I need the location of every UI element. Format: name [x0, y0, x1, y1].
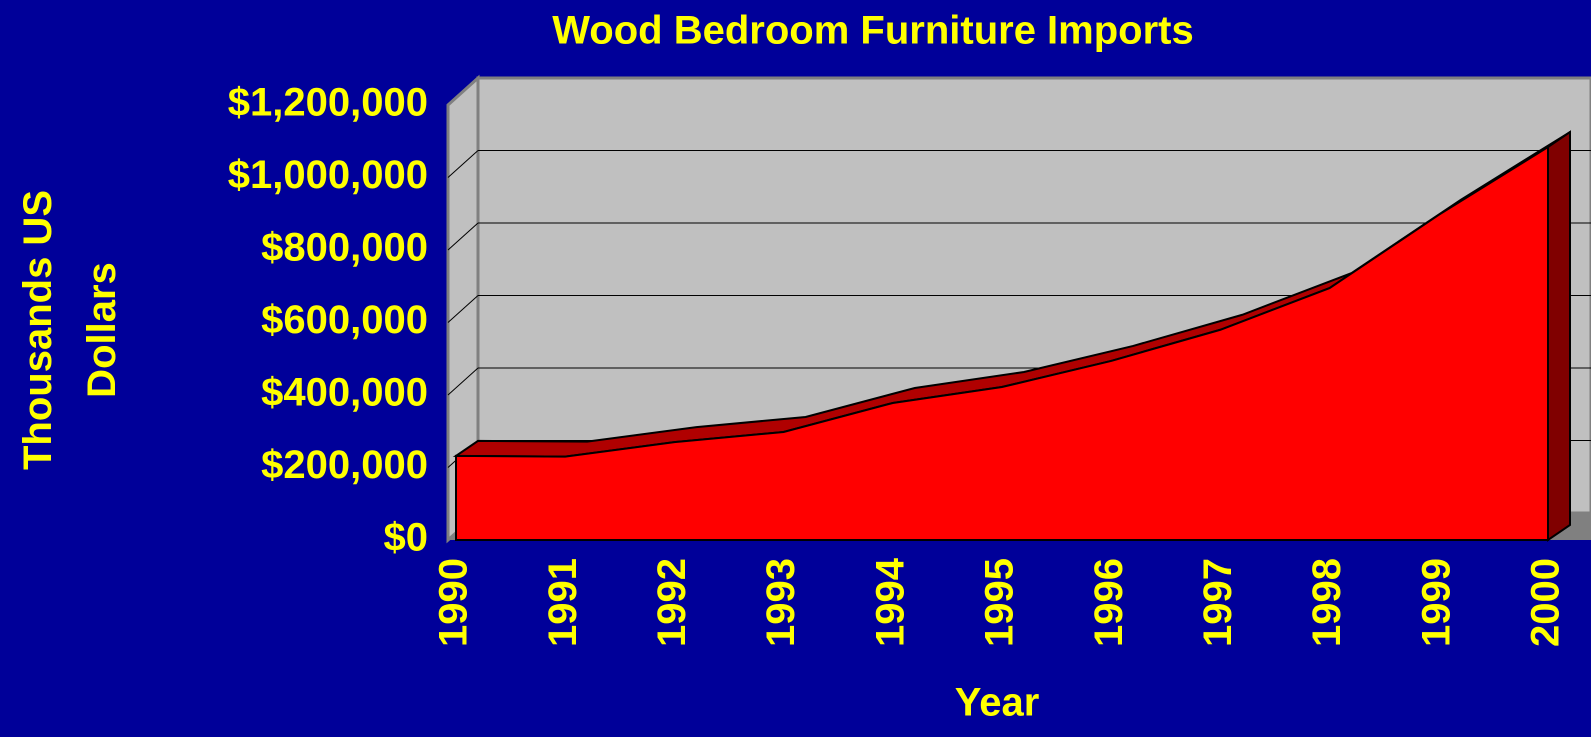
area [455, 145, 1549, 541]
y-tick-label: $400,000 [261, 371, 428, 415]
x-tick-label: 1990 [432, 558, 476, 647]
area-end [1547, 130, 1571, 542]
x-tick-label: 1999 [1414, 558, 1458, 647]
grid-line-side [447, 150, 479, 178]
x-tick-label: 1991 [541, 558, 585, 647]
y-tick-label: $600,000 [261, 298, 428, 342]
x-tick-label: 1996 [1087, 558, 1131, 647]
x-axis-title: Year [955, 681, 1040, 725]
y-axis-title: Thousands US Dollars [16, 189, 124, 471]
chart-title: Wood Bedroom Furniture Imports [552, 9, 1193, 53]
x-tick-label: 1995 [978, 558, 1022, 647]
grid-line-side [447, 295, 479, 323]
x-tick-label: 1997 [1196, 558, 1240, 647]
y-tick-label: $200,000 [261, 443, 428, 487]
x-tick-label: 1994 [868, 557, 912, 647]
x-tick-label: 2000 [1524, 558, 1568, 647]
y-tick-label: $800,000 [261, 226, 428, 270]
y-tick-label: $1,200,000 [228, 81, 428, 125]
x-tick-label: 1998 [1305, 558, 1349, 647]
x-tick-label: 1992 [650, 558, 694, 647]
grid-line-side [447, 367, 479, 396]
y-tick-label: $1,000,000 [228, 153, 428, 197]
x-tick-label: 1993 [759, 558, 803, 647]
grid-line-side [447, 222, 479, 251]
y-tick-label: $0 [384, 516, 429, 560]
